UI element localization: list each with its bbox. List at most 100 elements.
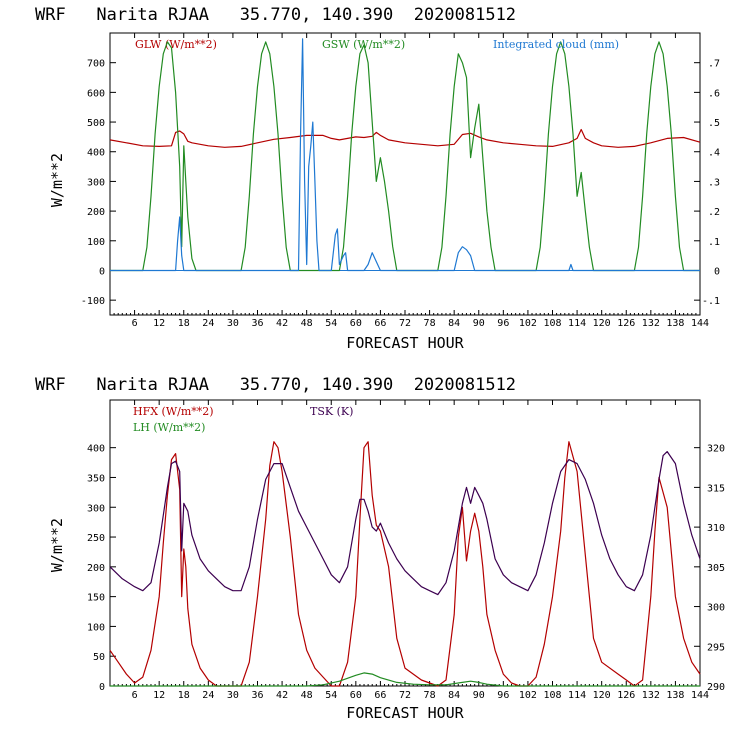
y2-tick-label: 290 — [707, 682, 725, 693]
glw-series-line — [109, 128, 701, 148]
x-tick-label: 24 — [202, 690, 214, 701]
x-tick-label: 66 — [374, 690, 386, 701]
x-tick-label: 144 — [691, 318, 709, 329]
tsk-legend-entry: TSK (K) — [310, 405, 353, 418]
plot-frame — [109, 399, 701, 687]
x-tick-label: 6 — [132, 318, 138, 329]
y2-tick-label: 295 — [707, 642, 725, 653]
y2-tick-label: 320 — [707, 444, 725, 455]
x-tick-label: 108 — [543, 690, 561, 701]
chart-title: WRF Narita RJAA 35.770, 140.390 20200815… — [35, 375, 516, 395]
x-tick-label: 102 — [519, 690, 537, 701]
x-tick-label: 138 — [666, 318, 684, 329]
x-axis-label: FORECAST HOUR — [346, 334, 464, 352]
integrated-legend-entry: Integrated cloud (mm) — [493, 38, 619, 51]
x-tick-label: 114 — [568, 690, 586, 701]
x-tick-label: 144 — [691, 690, 709, 701]
x-tick-label: 60 — [350, 690, 362, 701]
y2-tick-label: 0 — [714, 266, 720, 277]
x-tick-label: 12 — [153, 690, 165, 701]
y-tick-label: 200 — [87, 207, 105, 218]
integrated-series-line — [110, 38, 700, 272]
x-tick-label: 120 — [593, 690, 611, 701]
x-tick-label: 6 — [132, 690, 138, 701]
lh-legend-entry: LH (W/m**2) — [133, 421, 205, 434]
y2-tick-label: 305 — [707, 563, 725, 574]
x-tick-label: 36 — [251, 318, 263, 329]
x-tick-label: 78 — [424, 318, 436, 329]
y-tick-label: 300 — [87, 503, 105, 514]
y-tick-label: 0 — [99, 682, 105, 693]
x-tick-label: 108 — [543, 318, 561, 329]
y-tick-label: 0 — [99, 266, 105, 277]
y-tick-label: 100 — [87, 237, 105, 248]
plot-frame — [109, 32, 701, 316]
chart-title: WRF Narita RJAA 35.770, 140.390 20200815… — [35, 5, 516, 25]
y2-tick-label: .6 — [708, 88, 720, 99]
gsw-series-line — [110, 41, 700, 272]
lh-series-line — [110, 672, 700, 687]
glw-gsw-cloud-panel: WRF Narita RJAA 35.770, 140.390 20200815… — [35, 5, 720, 352]
x-tick-label: 66 — [374, 318, 386, 329]
x-tick-label: 102 — [519, 318, 537, 329]
x-tick-label: 54 — [325, 690, 337, 701]
x-tick-label: 114 — [568, 318, 586, 329]
x-tick-label: 36 — [251, 690, 263, 701]
x-tick-label: 126 — [617, 690, 635, 701]
tsk-series-line — [109, 451, 701, 596]
x-tick-label: 48 — [301, 318, 313, 329]
x-tick-label: 48 — [301, 690, 313, 701]
y-tick-label: 150 — [87, 593, 105, 604]
x-tick-label: 138 — [666, 690, 684, 701]
gsw-legend-entry: GSW (W/m**2) — [322, 38, 405, 51]
y-axis-label: W/m**2 — [48, 153, 66, 207]
y-tick-label: 600 — [87, 88, 105, 99]
hfx-legend-entry: HFX (W/m**2) — [133, 405, 214, 418]
x-axis-label: FORECAST HOUR — [346, 704, 464, 722]
x-tick-label: 126 — [617, 318, 635, 329]
y-axis-label: W/m**2 — [48, 518, 66, 572]
y-tick-label: 500 — [87, 118, 105, 129]
y2-tick-label: 310 — [707, 523, 725, 534]
y-tick-label: 700 — [87, 59, 105, 70]
x-tick-label: 132 — [642, 318, 660, 329]
x-tick-label: 30 — [227, 318, 239, 329]
y-tick-label: 50 — [93, 652, 105, 663]
x-tick-label: 96 — [497, 318, 509, 329]
x-tick-label: 24 — [202, 318, 214, 329]
y-tick-label: 100 — [87, 622, 105, 633]
x-tick-label: 90 — [473, 318, 485, 329]
y-tick-label: 400 — [87, 148, 105, 159]
y2-tick-label: -.1 — [702, 296, 720, 307]
x-tick-label: 42 — [276, 690, 288, 701]
x-tick-label: 60 — [350, 318, 362, 329]
x-tick-label: 78 — [424, 690, 436, 701]
x-tick-label: 54 — [325, 318, 337, 329]
x-tick-label: 72 — [399, 318, 411, 329]
hfx-series-line — [109, 441, 701, 687]
y-tick-label: 300 — [87, 177, 105, 188]
x-tick-label: 18 — [178, 318, 190, 329]
x-tick-label: 120 — [593, 318, 611, 329]
x-tick-label: 72 — [399, 690, 411, 701]
y-tick-label: -100 — [81, 296, 105, 307]
y2-tick-label: .5 — [708, 118, 720, 129]
y2-tick-label: .3 — [708, 177, 720, 188]
glw-legend-entry: GLW (W/m**2) — [135, 38, 217, 51]
y2-tick-label: .4 — [708, 148, 720, 159]
x-tick-label: 96 — [497, 690, 509, 701]
x-tick-label: 84 — [448, 318, 460, 329]
x-tick-label: 30 — [227, 690, 239, 701]
y2-tick-label: .1 — [708, 237, 720, 248]
x-tick-label: 132 — [642, 690, 660, 701]
y2-tick-label: .7 — [708, 59, 720, 70]
x-tick-label: 18 — [178, 690, 190, 701]
x-tick-label: 90 — [473, 690, 485, 701]
y-tick-label: 200 — [87, 563, 105, 574]
x-tick-label: 42 — [276, 318, 288, 329]
y-tick-label: 250 — [87, 533, 105, 544]
y2-tick-label: 315 — [707, 483, 725, 494]
y-tick-label: 400 — [87, 444, 105, 455]
y2-tick-label: 300 — [707, 603, 725, 614]
